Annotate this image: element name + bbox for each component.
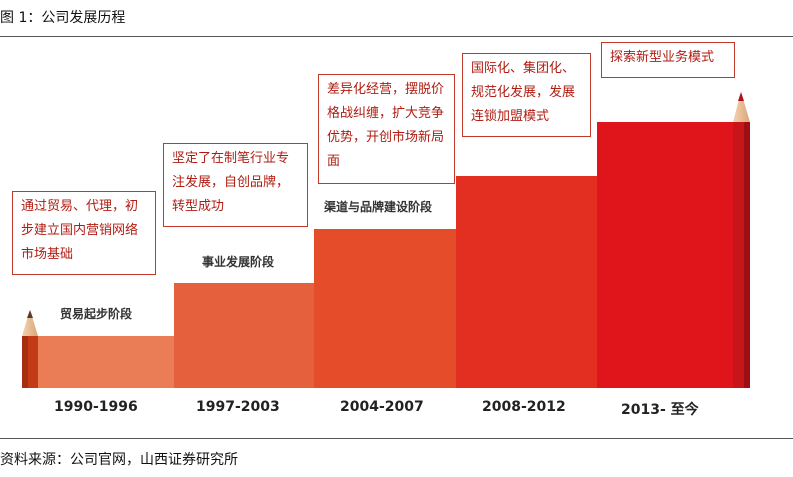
stage-description-3: 差异化经营，摆脱价格战纠缠，扩大竞争优势，开创市场新局面 bbox=[318, 74, 455, 184]
stage-label-2: 事业发展阶段 bbox=[202, 255, 275, 269]
stage-description-2: 坚定了在制笔行业专注发展，自创品牌，转型成功 bbox=[163, 143, 308, 227]
stage-step-2 bbox=[174, 283, 314, 388]
top-divider bbox=[0, 36, 793, 37]
figure-title: 图 1：公司发展历程 bbox=[0, 10, 126, 26]
pencil-right-end bbox=[733, 92, 750, 388]
stage-label-1: 贸易起步阶段 bbox=[60, 307, 133, 321]
stage-step-5 bbox=[597, 122, 733, 388]
stage-step-4 bbox=[456, 176, 597, 388]
stage-label-5: 变革与创新阶段 bbox=[617, 98, 702, 112]
source-note: 资料来源：公司官网，山西证券研究所 bbox=[0, 452, 238, 468]
stage-description-4: 国际化、集团化、规范化发展，发展连锁加盟模式 bbox=[462, 53, 591, 137]
stage-description-1: 通过贸易、代理，初步建立国内营销网络市场基础 bbox=[12, 191, 156, 275]
stage-description-5: 探索新型业务模式 bbox=[601, 42, 735, 78]
bottom-divider bbox=[0, 438, 793, 439]
stage-step-1 bbox=[38, 336, 174, 388]
stage-step-3 bbox=[314, 229, 456, 388]
period-label-5: 2013- 至今 bbox=[621, 402, 699, 418]
period-label-2: 1997-2003 bbox=[196, 399, 280, 415]
period-label-3: 2004-2007 bbox=[340, 399, 424, 415]
stage-label-3: 渠道与品牌建设阶段 bbox=[324, 200, 433, 214]
period-label-4: 2008-2012 bbox=[482, 399, 566, 415]
pencil-left-end bbox=[22, 310, 38, 388]
stage-label-4: 集团化发展阶段 bbox=[478, 149, 563, 163]
period-label-1: 1990-1996 bbox=[54, 399, 138, 415]
